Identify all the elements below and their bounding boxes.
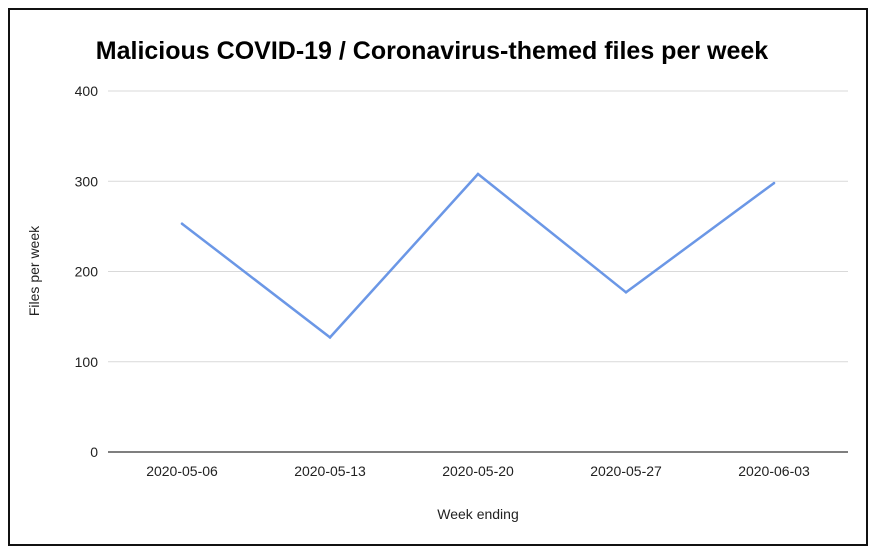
data-point-0-1 [328, 336, 332, 339]
x-tick-label-3: 2020-05-27 [590, 463, 662, 479]
data-point-0-3 [624, 290, 628, 294]
x-tick-label-1: 2020-05-13 [294, 463, 366, 479]
y-tick-label-0: 0 [90, 444, 98, 460]
y-tick-label-1: 100 [75, 354, 99, 370]
gridlines [108, 90, 848, 453]
y-axis-label: Files per week [26, 225, 42, 316]
x-tick-label-4: 2020-06-03 [738, 463, 810, 479]
y-axis-ticks: 0 100 200 300 400 [75, 83, 99, 460]
y-tick-label-4: 400 [75, 83, 99, 99]
x-axis-ticks: 2020-05-06 2020-05-13 2020-05-20 2020-05-27… [146, 463, 810, 479]
series-group [180, 172, 776, 340]
chart-frame [8, 8, 868, 546]
x-tick-label-0: 2020-05-06 [146, 463, 218, 479]
data-point-0-4 [772, 181, 776, 185]
y-tick-label-3: 300 [75, 173, 99, 189]
x-tick-label-2: 2020-05-20 [442, 463, 514, 479]
x-axis-label: Week ending [437, 506, 518, 522]
chart-title: Malicious COVID-19 / Coronavirus-themed … [96, 37, 769, 65]
data-point-0-0 [180, 222, 184, 225]
y-tick-label-2: 200 [75, 264, 99, 280]
series-line-0 [181, 172, 775, 340]
data-point-0-2 [476, 172, 480, 176]
